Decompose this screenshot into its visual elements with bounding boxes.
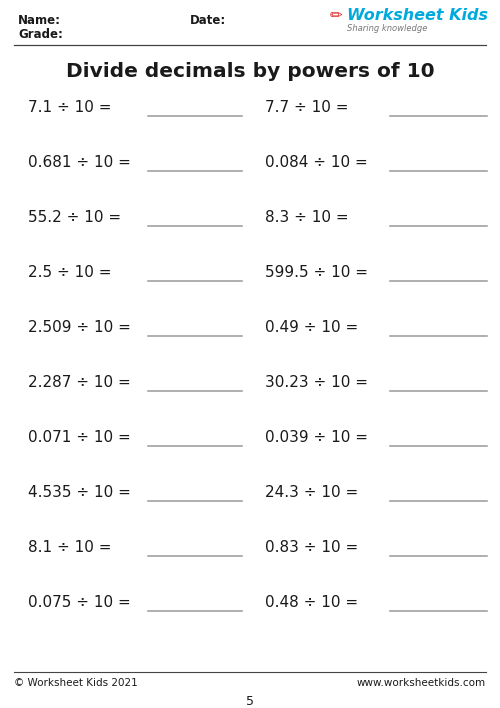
Text: Grade:: Grade: [18,28,63,41]
Text: 0.681 ÷ 10 =: 0.681 ÷ 10 = [28,155,131,170]
Text: 0.039 ÷ 10 =: 0.039 ÷ 10 = [265,430,368,445]
Text: © Worksheet Kids 2021: © Worksheet Kids 2021 [14,678,138,688]
Text: 24.3 ÷ 10 =: 24.3 ÷ 10 = [265,485,358,500]
Text: Date:: Date: [190,14,226,27]
Text: 8.1 ÷ 10 =: 8.1 ÷ 10 = [28,540,112,555]
Text: Divide decimals by powers of 10: Divide decimals by powers of 10 [66,62,434,81]
Text: 2.287 ÷ 10 =: 2.287 ÷ 10 = [28,375,131,390]
Text: 5: 5 [246,695,254,708]
Text: 0.071 ÷ 10 =: 0.071 ÷ 10 = [28,430,131,445]
Text: 0.075 ÷ 10 =: 0.075 ÷ 10 = [28,595,131,610]
Text: 7.1 ÷ 10 =: 7.1 ÷ 10 = [28,100,112,115]
Text: 30.23 ÷ 10 =: 30.23 ÷ 10 = [265,375,368,390]
Text: 0.83 ÷ 10 =: 0.83 ÷ 10 = [265,540,358,555]
Text: 2.509 ÷ 10 =: 2.509 ÷ 10 = [28,320,131,335]
Text: 0.084 ÷ 10 =: 0.084 ÷ 10 = [265,155,368,170]
Text: Worksheet Kids: Worksheet Kids [347,8,488,23]
Text: 4.535 ÷ 10 =: 4.535 ÷ 10 = [28,485,131,500]
Text: Name:: Name: [18,14,61,27]
Text: 2.5 ÷ 10 =: 2.5 ÷ 10 = [28,265,112,280]
Text: 0.48 ÷ 10 =: 0.48 ÷ 10 = [265,595,358,610]
Text: ✏: ✏ [330,8,343,23]
Text: 0.49 ÷ 10 =: 0.49 ÷ 10 = [265,320,358,335]
Text: 7.7 ÷ 10 =: 7.7 ÷ 10 = [265,100,348,115]
Text: 8.3 ÷ 10 =: 8.3 ÷ 10 = [265,210,348,225]
Text: Sharing knowledge: Sharing knowledge [347,24,428,33]
Text: 599.5 ÷ 10 =: 599.5 ÷ 10 = [265,265,368,280]
Text: www.worksheetkids.com: www.worksheetkids.com [357,678,486,688]
Text: 55.2 ÷ 10 =: 55.2 ÷ 10 = [28,210,121,225]
